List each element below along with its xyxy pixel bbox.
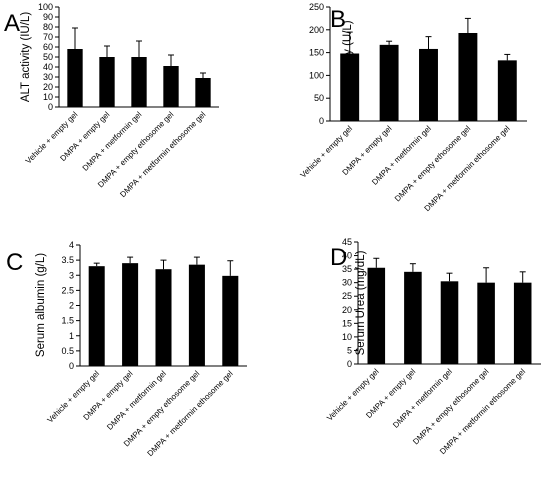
y-tick-label-a: 10 <box>43 92 53 102</box>
bar-a-4 <box>163 66 179 107</box>
bar-c-4 <box>188 264 205 366</box>
y-tick-label-a: 20 <box>43 82 53 92</box>
bar-b-2 <box>379 44 399 121</box>
y-tick-label-a: 90 <box>43 12 53 22</box>
y-axis-title-d: Serum Urea (mg/dL) <box>355 250 367 355</box>
y-tick-label-b: 0 <box>319 116 324 126</box>
y-tick-label-a: 100 <box>38 2 53 12</box>
y-tick-label-d: 0 <box>347 359 352 369</box>
y-axis-title-c: Serum albumin (g/L) <box>35 253 47 357</box>
panel-a: A ALT activity (IU/L) 01020304050607080901… <box>4 2 219 199</box>
bar-b-5 <box>497 60 517 121</box>
y-tick-label-b: 50 <box>314 93 324 103</box>
bar-a-1 <box>67 49 83 107</box>
panel-b: BAST activity (U/L)050100150200250Vehicl… <box>299 2 527 213</box>
y-tick-label-d: 30 <box>342 278 352 288</box>
x-category-label-c-3: DMPA + metformin gel <box>105 369 168 432</box>
y-tick-label-a: 0 <box>48 102 53 112</box>
y-tick-label-a: 70 <box>43 32 53 42</box>
y-axis-title-a: ALT activity (IU/L) <box>20 12 32 102</box>
panel-c: C Serum albumin (g/L)00.511.522.533.54Veh… <box>6 240 247 458</box>
y-tick-label-c: 2.5 <box>61 285 74 295</box>
y-tick-label-c: 1.5 <box>61 316 74 326</box>
y-tick-label-d: 35 <box>342 264 352 274</box>
bar-d-2 <box>404 271 422 364</box>
bar-a-3 <box>131 57 147 107</box>
y-tick-label-d: 10 <box>342 332 352 342</box>
panel-letter-c: C <box>6 249 23 276</box>
bar-c-2 <box>122 263 139 366</box>
y-tick-label-c: 0 <box>69 361 74 371</box>
x-category-label-b-4: DMPA + empty ethosome gel <box>393 124 473 204</box>
y-tick-label-d: 40 <box>342 251 352 261</box>
bar-a-5 <box>195 78 211 107</box>
x-category-label-a-3: DMPA + metformin gel <box>81 110 144 173</box>
bar-b-3 <box>419 48 438 122</box>
bar-d-3 <box>440 281 459 364</box>
y-tick-label-c: 3 <box>69 270 74 280</box>
y-tick-label-c: 4 <box>69 240 74 250</box>
bar-b-1 <box>340 53 360 121</box>
panel-letter-b: B <box>330 6 346 33</box>
bar-d-5 <box>513 282 532 364</box>
y-tick-label-d: 5 <box>347 345 352 355</box>
bar-a-2 <box>99 57 115 107</box>
y-tick-label-b: 100 <box>309 70 324 80</box>
panel-letter-a: A <box>4 10 20 37</box>
y-tick-label-d: 20 <box>342 305 352 315</box>
y-tick-label-c: 0.5 <box>61 346 74 356</box>
y-tick-label-d: 15 <box>342 318 352 328</box>
y-tick-label-a: 50 <box>43 52 53 62</box>
y-tick-label-c: 1 <box>69 331 74 341</box>
panel-d: D Serum Urea (mg/dL)051015202530354045Veh… <box>325 237 541 456</box>
y-tick-label-b: 150 <box>309 48 324 58</box>
y-tick-label-b: 200 <box>309 25 324 35</box>
bar-d-1 <box>367 267 386 364</box>
y-tick-label-c: 3.5 <box>61 255 74 265</box>
y-tick-label-a: 60 <box>43 42 53 52</box>
bar-c-3 <box>155 269 172 366</box>
y-tick-label-a: 40 <box>43 62 53 72</box>
y-tick-label-a: 80 <box>43 22 53 32</box>
y-tick-label-a: 30 <box>43 72 53 82</box>
x-category-label-a-1: Vehicle + empty gel <box>24 110 80 166</box>
y-tick-label-d: 25 <box>342 291 352 301</box>
bar-b-4 <box>458 32 478 121</box>
panel-letter-d: D <box>330 244 347 271</box>
y-tick-label-b: 250 <box>309 2 324 12</box>
bar-c-5 <box>222 275 239 366</box>
x-category-label-b-5: DMPA + metformin ethosome gel <box>423 124 512 213</box>
y-tick-label-c: 2 <box>69 301 74 311</box>
y-tick-label-d: 45 <box>342 237 352 247</box>
bar-c-1 <box>88 266 105 366</box>
bar-d-4 <box>477 282 495 364</box>
x-category-label-d-4: DMPA + empty ethosome gel <box>411 367 491 447</box>
